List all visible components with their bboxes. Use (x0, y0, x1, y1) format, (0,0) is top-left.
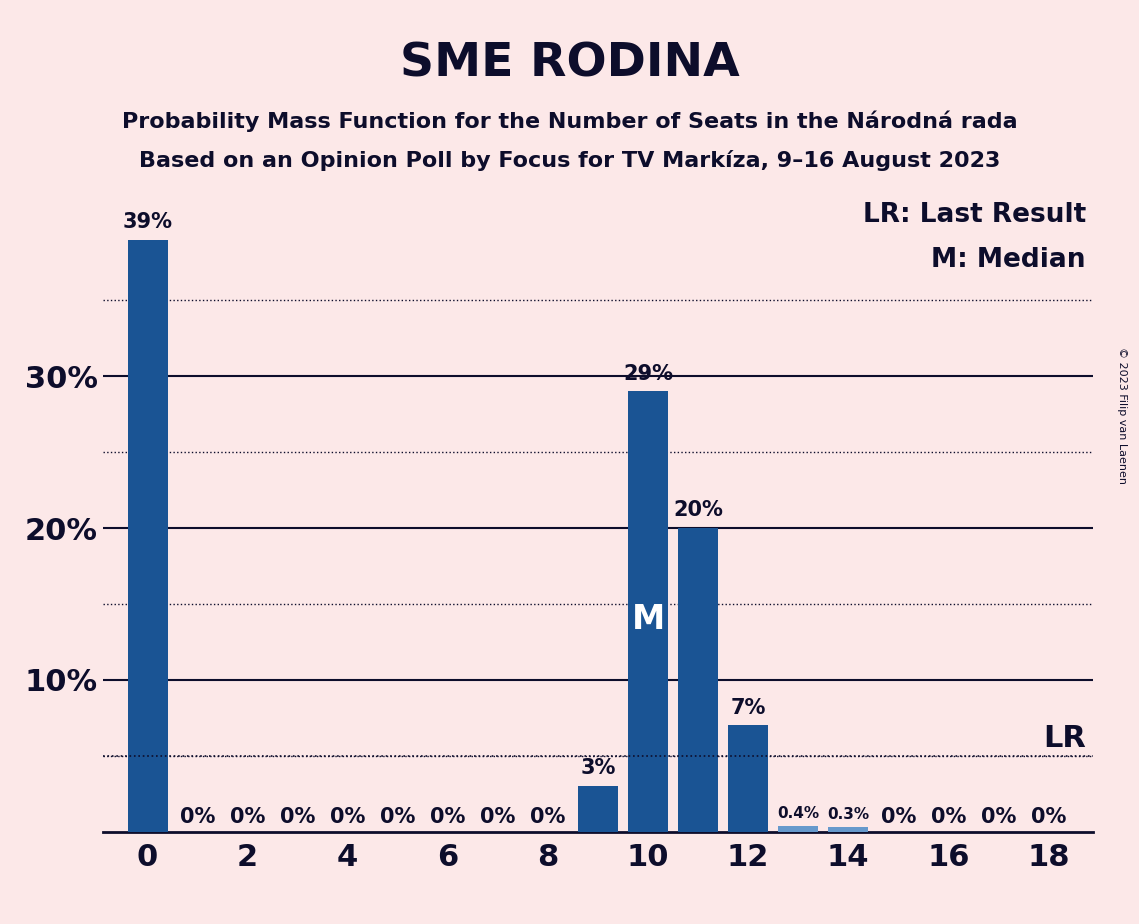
Bar (728, 725, 768, 832)
Text: 0%: 0% (230, 807, 265, 827)
Text: 0%: 0% (1031, 807, 1066, 827)
Text: 0.4%: 0.4% (777, 806, 819, 821)
Text: 0%: 0% (880, 807, 916, 827)
Text: © 2023 Filip van Laenen: © 2023 Filip van Laenen (1117, 347, 1126, 484)
Text: M: Median: M: Median (932, 248, 1085, 274)
Text: LR: Last Result: LR: Last Result (862, 201, 1085, 227)
Text: 0%: 0% (931, 807, 966, 827)
Text: 0%: 0% (330, 807, 366, 827)
Text: 0%: 0% (481, 807, 516, 827)
Text: M: M (631, 602, 665, 636)
Bar (778, 825, 818, 832)
Bar (128, 239, 167, 832)
Text: 29%: 29% (623, 364, 673, 383)
Text: SME RODINA: SME RODINA (400, 42, 739, 87)
Text: 0%: 0% (431, 807, 466, 827)
Text: 0%: 0% (280, 807, 316, 827)
Text: 0%: 0% (981, 807, 1016, 827)
Text: 7%: 7% (730, 698, 765, 718)
Bar (577, 786, 618, 832)
Text: 0.3%: 0.3% (827, 808, 869, 822)
Text: 20%: 20% (673, 501, 723, 520)
Text: 0%: 0% (531, 807, 566, 827)
Text: LR: LR (1043, 723, 1085, 753)
Bar (828, 827, 868, 832)
Text: 0%: 0% (180, 807, 215, 827)
Text: Based on an Opinion Poll by Focus for TV Markíza, 9–16 August 2023: Based on an Opinion Poll by Focus for TV… (139, 150, 1000, 171)
Text: 3%: 3% (580, 759, 616, 778)
Bar (628, 392, 669, 832)
Text: 0%: 0% (380, 807, 416, 827)
Bar (678, 528, 718, 832)
Text: Probability Mass Function for the Number of Seats in the Národná rada: Probability Mass Function for the Number… (122, 111, 1017, 132)
Text: 39%: 39% (123, 212, 172, 232)
